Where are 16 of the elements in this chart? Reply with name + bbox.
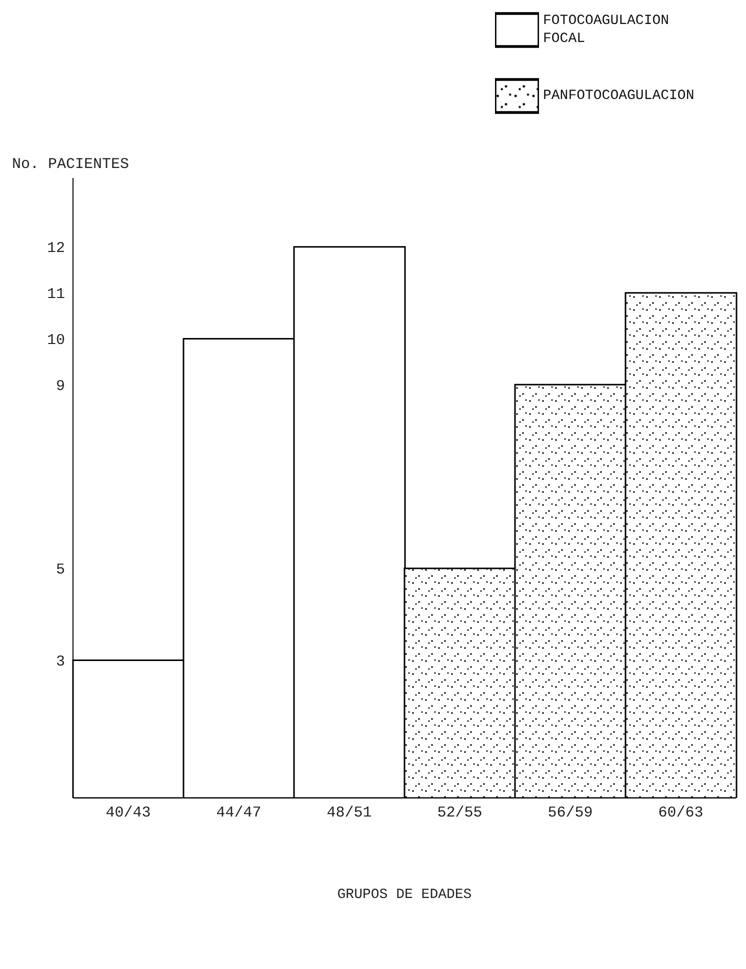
y-tick-label: 3 [56,654,65,671]
x-tick-label: 60/63 [658,804,704,822]
x-tick-label: 40/43 [106,804,151,822]
x-tick-label: 44/47 [216,804,262,822]
y-tick-label: 5 [56,562,65,579]
y-tick-label: 12 [46,240,65,258]
y-tick-label: 11 [46,286,65,304]
y-axis-title: No. PACIENTES [12,156,130,173]
legend-label: FOTOCOAGULACION FOCAL [543,12,670,48]
x-tick-label: 56/59 [548,804,593,822]
y-tick-label: 10 [46,332,65,350]
legend-label: PANFOTOCOAGULACION [543,87,696,105]
y-tick-label: 9 [56,378,65,395]
x-axis-title: GRUPOS DE EDADES [337,887,472,903]
x-tick-label: 52/55 [437,804,482,822]
x-tick-label: 48/51 [326,804,372,822]
